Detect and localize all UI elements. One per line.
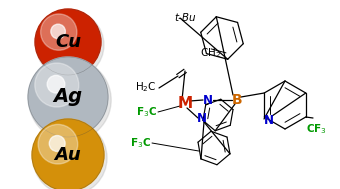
Text: F$_3$C: F$_3$C bbox=[136, 105, 157, 119]
Text: M: M bbox=[177, 95, 192, 111]
Circle shape bbox=[40, 14, 77, 50]
Circle shape bbox=[47, 75, 65, 93]
Circle shape bbox=[51, 24, 65, 39]
Text: CF$_3$: CF$_3$ bbox=[306, 122, 326, 136]
Text: F$_3$C: F$_3$C bbox=[130, 136, 151, 150]
Text: N: N bbox=[203, 94, 213, 106]
Text: Au: Au bbox=[55, 146, 81, 164]
Circle shape bbox=[28, 57, 108, 137]
Circle shape bbox=[32, 119, 104, 189]
Circle shape bbox=[35, 9, 101, 75]
Text: t-Bu: t-Bu bbox=[174, 13, 196, 23]
Text: Ag: Ag bbox=[53, 88, 83, 106]
Text: N: N bbox=[197, 112, 207, 125]
Text: N: N bbox=[264, 114, 274, 126]
Text: Cu: Cu bbox=[55, 33, 81, 51]
Text: B: B bbox=[232, 93, 242, 107]
Text: H$_2$C: H$_2$C bbox=[135, 80, 157, 94]
Circle shape bbox=[49, 136, 65, 151]
Circle shape bbox=[38, 124, 78, 164]
Circle shape bbox=[29, 59, 111, 141]
Circle shape bbox=[36, 11, 104, 79]
Circle shape bbox=[35, 63, 79, 107]
Text: CH$_2$: CH$_2$ bbox=[200, 46, 221, 60]
Circle shape bbox=[33, 121, 107, 189]
